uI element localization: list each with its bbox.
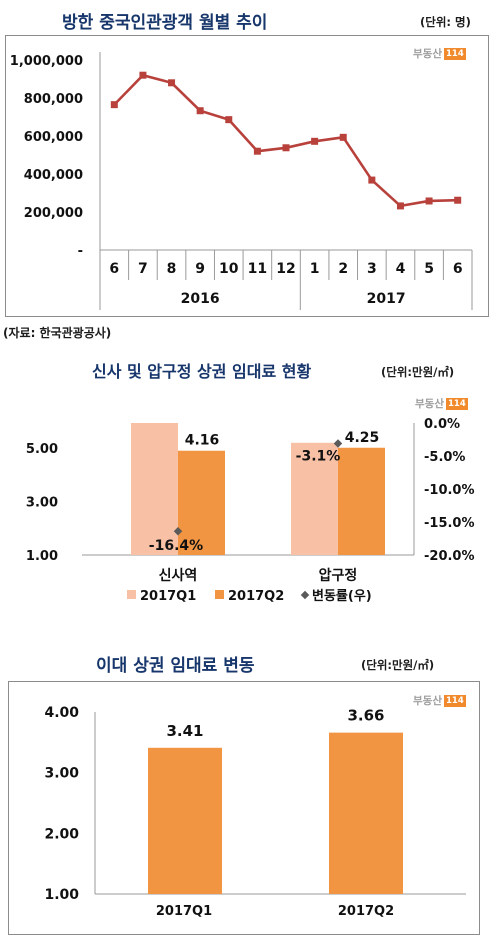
year-label-2017: 2017 [367, 291, 406, 307]
data-point [368, 176, 376, 184]
y-tick-label-left: 1.00 [26, 549, 58, 564]
logo-box: 114 [443, 694, 466, 707]
data-point [196, 107, 204, 115]
logo-box: 114 [443, 47, 466, 60]
y-tick-label: 800,000 [24, 92, 83, 107]
x-tick-label: 6 [453, 261, 463, 277]
logo-text: 부동산 [413, 695, 442, 707]
chart2-logo: 부동산 114 [415, 396, 468, 411]
chart3-panel [8, 681, 480, 935]
change-label: -3.1% [296, 448, 341, 464]
legend-swatch-q1 [127, 590, 136, 599]
y-tick-label-left: 3.00 [26, 496, 58, 511]
category-label: 신사역 [159, 567, 198, 584]
y-tick-label: 2.00 [44, 826, 79, 842]
legend-label-q1: 2017Q1 [140, 589, 196, 604]
logo-text: 부동산 [413, 48, 442, 60]
x-tick-label: 2 [338, 261, 348, 277]
x-tick-label: 10 [219, 261, 239, 277]
x-tick-label: 11 [248, 261, 267, 277]
chart1-unit: (단위: 명) [420, 15, 471, 29]
bar-2017q1 [131, 423, 178, 555]
value-label-q2: 4.16 [185, 433, 220, 449]
y-tick-label: - [78, 244, 83, 259]
data-point [139, 71, 147, 79]
x-tick-label: 8 [167, 261, 177, 277]
y-tick-label-left: 5.00 [26, 442, 58, 457]
chart2-title: 신사 및 압구정 상권 임대료 현황 [92, 362, 312, 381]
category-label: 2017Q2 [338, 904, 394, 919]
y-tick-label-right: -10.0% [424, 483, 475, 498]
data-point [396, 202, 404, 210]
value-label-q2: 4.25 [345, 430, 380, 446]
data-point [253, 147, 261, 155]
bar [329, 732, 403, 894]
chart1-title: 방한 중국인관광객 월별 추이 [62, 13, 268, 33]
x-tick-label: 1 [310, 261, 320, 277]
chart3-logo: 부동산 114 [413, 693, 466, 708]
change-marker [333, 439, 343, 448]
data-point [339, 133, 347, 141]
y-tick-label-right: -5.0% [424, 450, 465, 465]
data-point [454, 196, 462, 204]
category-label: 2017Q1 [156, 904, 212, 919]
chart2-svg: 5.00 3.00 1.00 0.0% -5.0% -10.0% -15.0% -20.0% 4… [26, 417, 475, 604]
category-label: 압구정 [319, 567, 358, 584]
series-line [113, 73, 458, 208]
y-tick-label: 200,000 [24, 206, 83, 221]
data-point [168, 79, 176, 87]
x-tick-label: 12 [276, 261, 295, 277]
legend-marker-change [300, 590, 310, 600]
y-tick-label: 600,000 [24, 130, 83, 145]
chart3-svg: 4.00 3.00 2.00 1.00 3.41 2017Q1 3.66 2017Q2 [44, 705, 466, 919]
x-tick-label: 6 [109, 261, 119, 277]
chart2-unit: (단위:만원/㎡) [381, 365, 455, 379]
y-tick-label: 3.00 [44, 766, 79, 782]
bar-2017q2 [338, 447, 385, 555]
chart3-unit: (단위:만원/㎡) [361, 658, 435, 672]
chart1-logo: 부동산 114 [413, 46, 466, 61]
data-point [225, 116, 233, 124]
y-tick-label: 1,000,000 [10, 54, 83, 69]
y-tick-label-right: 0.0% [424, 417, 460, 432]
logo-text: 부동산 [415, 398, 444, 410]
y-tick-label: 4.00 [44, 705, 79, 721]
chart1-source: (자료: 한국관광공사) [3, 326, 112, 340]
legend-label-q2: 2017Q2 [228, 589, 284, 604]
change-marker [173, 526, 183, 536]
change-label: -16.4% [149, 538, 203, 554]
value-label: 3.66 [347, 707, 384, 725]
chart1-panel [5, 35, 489, 317]
legend-label-change: 변동률(우) [312, 589, 372, 604]
data-point [282, 144, 290, 152]
value-label: 3.41 [166, 722, 203, 740]
logo-box: 114 [445, 397, 468, 410]
chart1-svg: 1,000,000 800,000 600,000 400,000 200,000 - 6 7… [10, 52, 473, 310]
bar-2017q1 [291, 442, 338, 555]
y-tick-label: 400,000 [24, 168, 83, 183]
y-tick-label: 1.00 [44, 887, 79, 903]
data-point [425, 197, 433, 205]
bar [148, 747, 222, 894]
x-tick-label: 9 [195, 261, 205, 277]
x-tick-label: 7 [138, 261, 148, 277]
x-tick-label: 3 [367, 261, 377, 277]
y-tick-label-right: -20.0% [424, 549, 475, 564]
year-label-2016: 2016 [181, 291, 220, 307]
y-tick-label-right: -15.0% [424, 516, 475, 531]
legend-swatch-q2 [215, 590, 224, 599]
bar-2017q2 [178, 450, 225, 555]
chart3-title: 이대 상권 임대료 변동 [96, 656, 255, 676]
x-tick-label: 4 [396, 261, 406, 277]
x-tick-label: 5 [424, 261, 434, 277]
data-point [311, 137, 319, 145]
data-point [110, 101, 118, 109]
